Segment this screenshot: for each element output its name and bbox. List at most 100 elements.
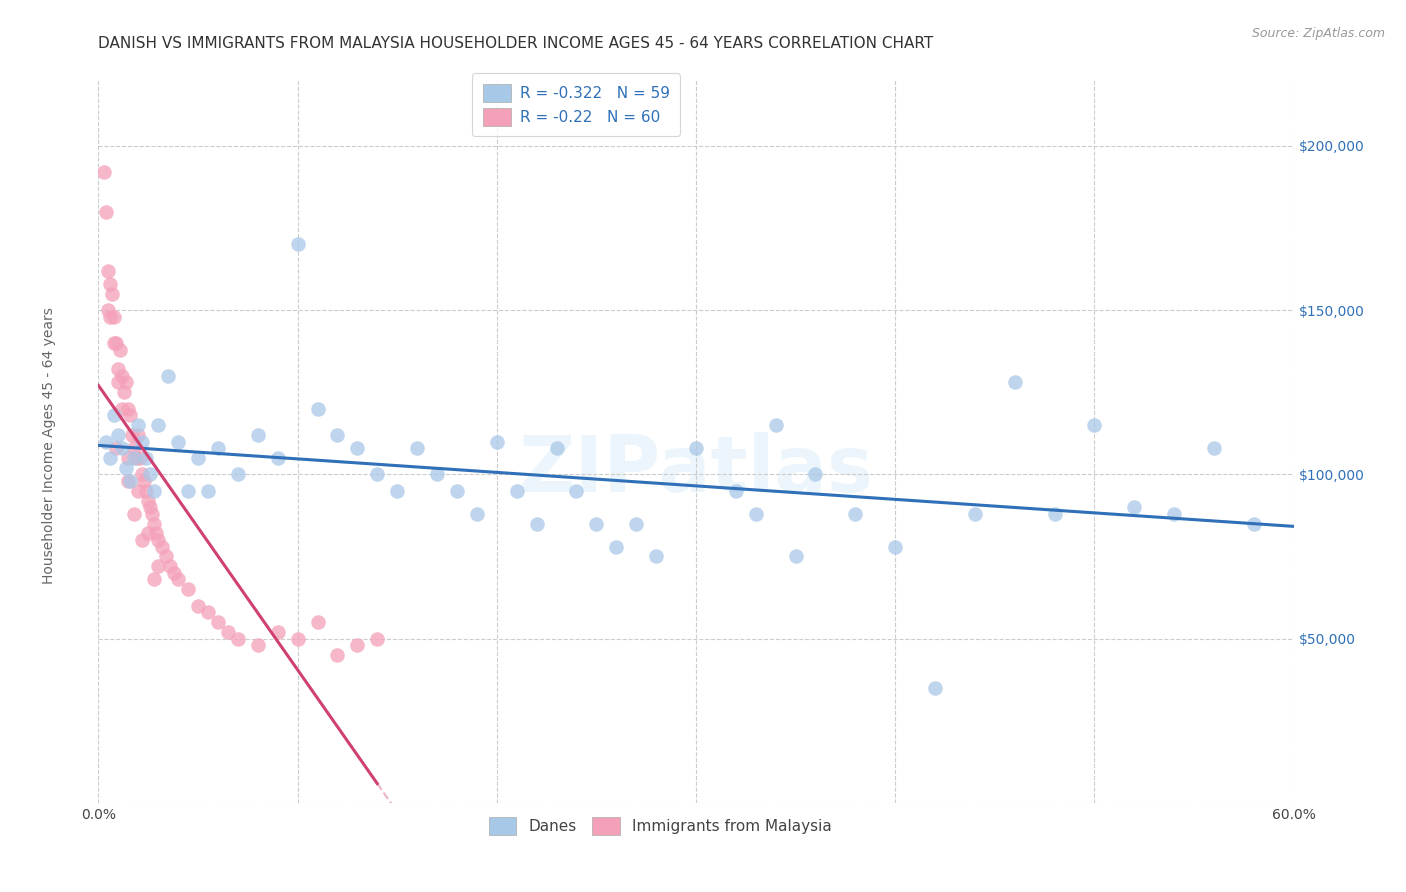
- Point: [187, 450, 209, 465]
- Point: [546, 441, 568, 455]
- Point: [765, 418, 787, 433]
- Point: [117, 401, 139, 416]
- Point: [207, 615, 229, 630]
- Point: [143, 516, 166, 531]
- Point: [226, 467, 249, 482]
- Point: [217, 625, 239, 640]
- Point: [446, 483, 468, 498]
- Legend: Danes, Immigrants from Malaysia: Danes, Immigrants from Malaysia: [478, 806, 842, 846]
- Point: [98, 277, 122, 291]
- Point: [96, 204, 118, 219]
- Point: [139, 500, 162, 515]
- Point: [167, 573, 190, 587]
- Point: [326, 428, 349, 442]
- Point: [157, 368, 180, 383]
- Point: [131, 533, 153, 547]
- Point: [287, 632, 309, 646]
- Point: [485, 434, 508, 449]
- Point: [924, 681, 946, 695]
- Point: [98, 310, 122, 324]
- Point: [107, 428, 129, 442]
- Point: [844, 507, 866, 521]
- Point: [107, 376, 129, 390]
- Point: [110, 343, 132, 357]
- Point: [187, 599, 209, 613]
- Point: [105, 336, 128, 351]
- Point: [97, 264, 120, 278]
- Point: [1243, 516, 1265, 531]
- Point: [117, 474, 139, 488]
- Text: DANISH VS IMMIGRANTS FROM MALAYSIA HOUSEHOLDER INCOME AGES 45 - 64 YEARS CORRELA: DANISH VS IMMIGRANTS FROM MALAYSIA HOUSE…: [98, 36, 934, 51]
- Point: [526, 516, 548, 531]
- Point: [1004, 376, 1026, 390]
- Point: [148, 533, 170, 547]
- Point: [139, 467, 162, 482]
- Point: [93, 165, 115, 179]
- Point: [605, 540, 627, 554]
- Point: [1163, 507, 1185, 521]
- Point: [120, 474, 142, 488]
- Point: [785, 549, 807, 564]
- Text: Householder Income Ages 45 - 64 years: Householder Income Ages 45 - 64 years: [42, 308, 56, 584]
- Point: [963, 507, 986, 521]
- Text: Source: ZipAtlas.com: Source: ZipAtlas.com: [1251, 27, 1385, 40]
- Point: [406, 441, 429, 455]
- Point: [141, 507, 163, 521]
- Point: [143, 573, 166, 587]
- Point: [143, 483, 166, 498]
- Point: [506, 483, 529, 498]
- Point: [115, 460, 138, 475]
- Point: [626, 516, 648, 531]
- Point: [326, 648, 349, 662]
- Point: [96, 434, 118, 449]
- Point: [585, 516, 607, 531]
- Point: [103, 310, 125, 324]
- Point: [163, 566, 186, 580]
- Point: [103, 409, 125, 423]
- Point: [246, 638, 269, 652]
- Point: [127, 483, 149, 498]
- Point: [111, 401, 134, 416]
- Point: [115, 376, 138, 390]
- Point: [267, 625, 290, 640]
- Point: [884, 540, 907, 554]
- Point: [136, 526, 159, 541]
- Point: [366, 632, 388, 646]
- Point: [127, 428, 149, 442]
- Point: [385, 483, 409, 498]
- Point: [745, 507, 768, 521]
- Point: [197, 605, 219, 619]
- Point: [565, 483, 588, 498]
- Point: [124, 441, 146, 455]
- Point: [135, 483, 157, 498]
- Point: [1083, 418, 1105, 433]
- Point: [465, 507, 488, 521]
- Point: [177, 582, 200, 597]
- Point: [121, 428, 143, 442]
- Point: [207, 441, 229, 455]
- Point: [1202, 441, 1225, 455]
- Point: [131, 434, 153, 449]
- Point: [155, 549, 177, 564]
- Point: [226, 632, 249, 646]
- Point: [112, 385, 135, 400]
- Point: [685, 441, 707, 455]
- Point: [111, 441, 134, 455]
- Point: [105, 441, 128, 455]
- Point: [1123, 500, 1146, 515]
- Text: ZIPatlas: ZIPatlas: [519, 433, 873, 508]
- Point: [724, 483, 747, 498]
- Point: [197, 483, 219, 498]
- Point: [148, 418, 170, 433]
- Point: [150, 540, 173, 554]
- Point: [1043, 507, 1066, 521]
- Point: [177, 483, 200, 498]
- Point: [120, 409, 142, 423]
- Point: [366, 467, 388, 482]
- Point: [135, 450, 157, 465]
- Point: [804, 467, 827, 482]
- Point: [101, 286, 124, 301]
- Point: [117, 450, 139, 465]
- Point: [124, 507, 146, 521]
- Point: [645, 549, 668, 564]
